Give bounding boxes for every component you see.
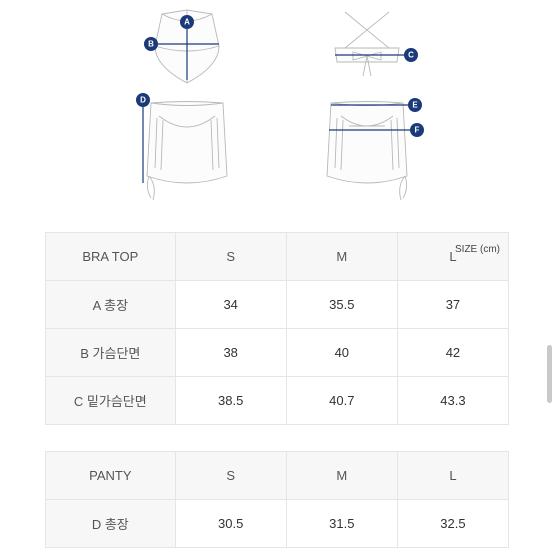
garment-back-sketch: C E F (297, 8, 437, 218)
table-row: B 가슴단면 38 40 42 (46, 329, 509, 377)
row-label: B 가슴단면 (46, 329, 176, 377)
size-unit-label: SIZE (cm) (455, 244, 500, 255)
garment-front-sketch: A B D (117, 8, 257, 218)
row-label: A 총장 (46, 281, 176, 329)
table-header-cell: S (175, 452, 286, 500)
table-header-cell: M (286, 452, 397, 500)
scrollbar-thumb[interactable] (547, 345, 552, 403)
cell: 37 (397, 281, 508, 329)
cell: 38.5 (175, 377, 286, 425)
panty-size-table: PANTY S M L D 총장 30.5 31.5 32.5 (45, 451, 509, 548)
cell: 35.5 (286, 281, 397, 329)
svg-text:B: B (148, 40, 154, 49)
table-row: A 총장 34 35.5 37 (46, 281, 509, 329)
table-header-cell: S (175, 233, 286, 281)
cell: 40 (286, 329, 397, 377)
table-header-row: PANTY S M L (46, 452, 509, 500)
cell: 34 (175, 281, 286, 329)
cell: 32.5 (397, 500, 508, 548)
size-diagram: A B D C (0, 0, 554, 220)
table-header-cell: L (397, 452, 508, 500)
cell: 42 (397, 329, 508, 377)
svg-text:D: D (140, 96, 146, 105)
bra-top-size-table: BRA TOP S M L A 총장 34 35.5 37 B 가슴단면 38 … (45, 232, 509, 425)
table-row: C 밑가슴단면 38.5 40.7 43.3 (46, 377, 509, 425)
table-row: D 총장 30.5 31.5 32.5 (46, 500, 509, 548)
cell: 38 (175, 329, 286, 377)
cell: 43.3 (397, 377, 508, 425)
row-label: D 총장 (46, 500, 176, 548)
cell: 40.7 (286, 377, 397, 425)
table-header-cell: L (397, 233, 508, 281)
row-label: C 밑가슴단면 (46, 377, 176, 425)
svg-text:A: A (184, 18, 190, 27)
cell: 31.5 (286, 500, 397, 548)
cell: 30.5 (175, 500, 286, 548)
table-header-cell: M (286, 233, 397, 281)
table-header-row: BRA TOP S M L (46, 233, 509, 281)
svg-text:E: E (412, 101, 418, 110)
svg-text:F: F (415, 126, 420, 135)
svg-text:C: C (408, 51, 414, 60)
table-header-cell: PANTY (46, 452, 176, 500)
table-header-cell: BRA TOP (46, 233, 176, 281)
